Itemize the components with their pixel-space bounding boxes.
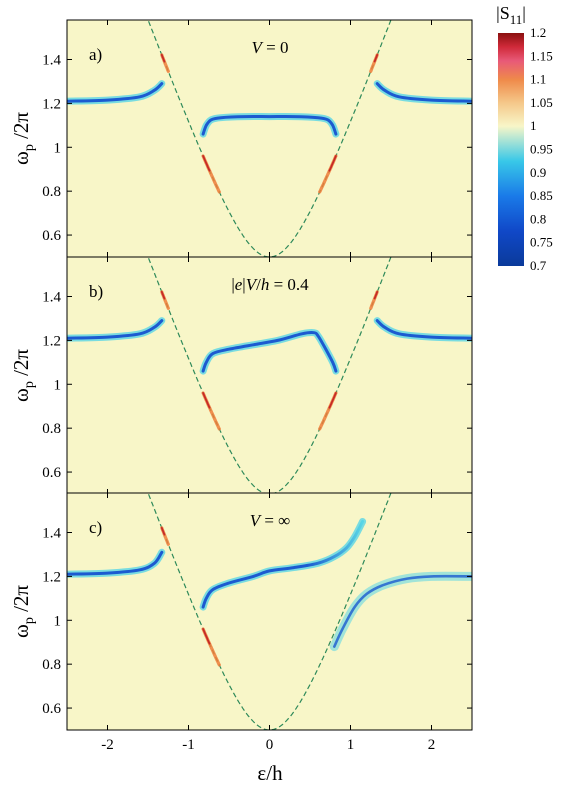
resonance-center bbox=[201, 115, 338, 136]
colorbar-tick-label: 0.7 bbox=[530, 258, 547, 273]
x-tick-label: -2 bbox=[101, 737, 114, 753]
panel-2: 1.4 1.2 1 0.8 0.6 ωp /2π c) V = ∞ -2 -1 0 1 2 ε/h bbox=[9, 492, 473, 785]
y-axis-label: ωp /2π bbox=[9, 585, 37, 638]
colorbar-tick-label: 0.75 bbox=[530, 235, 553, 250]
y-tick-label: 1.4 bbox=[42, 53, 61, 69]
hot-edge-left-outer-core bbox=[160, 291, 166, 300]
hot-edge-left-inner-core bbox=[202, 392, 211, 409]
panel-condition: V = ∞ bbox=[250, 511, 291, 530]
y-tick-label: 1 bbox=[54, 140, 62, 156]
panel-label: b) bbox=[89, 282, 103, 301]
hot-edge-left-outer-core bbox=[160, 527, 166, 536]
hot-edge-right-inner-core bbox=[328, 155, 337, 172]
colorbar-tick-label: 1 bbox=[530, 118, 537, 133]
plot-area bbox=[67, 257, 472, 494]
x-axis-label: ε/h bbox=[257, 761, 283, 785]
resonance-center bbox=[201, 331, 338, 373]
colorbar-gradient bbox=[498, 33, 524, 266]
colorbar-tick-label: 1.05 bbox=[530, 95, 553, 110]
panel-0: 1.4 1.2 1 0.8 0.6 ωp /2π a) V = 0 bbox=[9, 19, 473, 258]
colorbar-tick-label: 0.9 bbox=[530, 165, 546, 180]
y-tick-label: 1.4 bbox=[42, 526, 61, 542]
colorbar-tick-label: 0.85 bbox=[530, 188, 553, 203]
y-tick-label: 1.2 bbox=[42, 96, 61, 112]
y-tick-label: 0.8 bbox=[42, 421, 61, 437]
panel-condition: V = 0 bbox=[252, 38, 289, 57]
resonance-center bbox=[201, 520, 365, 609]
resonance-left bbox=[67, 319, 164, 340]
y-axis-label: ωp /2π bbox=[9, 112, 37, 165]
resonance-right bbox=[375, 319, 472, 340]
colorbar-tick-label: 1.2 bbox=[530, 25, 546, 40]
plot-background bbox=[67, 20, 472, 257]
plot-background bbox=[67, 493, 472, 730]
hot-edge-left-inner-core bbox=[202, 155, 211, 172]
plot-background bbox=[67, 257, 472, 494]
x-tick-label: 1 bbox=[347, 737, 355, 753]
panel-label: a) bbox=[89, 45, 102, 64]
resonance-right bbox=[333, 574, 472, 648]
y-tick-label: 0.8 bbox=[42, 184, 61, 200]
hot-edge-right-outer-core bbox=[373, 54, 379, 63]
hot-edge-right-inner-core bbox=[328, 392, 337, 409]
hot-edge-left-outer-core bbox=[160, 54, 166, 63]
resonance-right bbox=[375, 82, 472, 103]
colorbar-tick-label: 1.15 bbox=[530, 48, 553, 63]
colorbar-tick-label: 0.8 bbox=[530, 211, 546, 226]
hot-edge-right-outer-core bbox=[373, 291, 379, 300]
y-tick-label: 0.6 bbox=[42, 701, 61, 717]
y-tick-label: 1 bbox=[54, 613, 62, 629]
x-tick-label: 0 bbox=[266, 737, 274, 753]
colorbar-tick-label: 0.95 bbox=[530, 142, 553, 157]
resonance-left bbox=[67, 550, 164, 576]
plot-area bbox=[67, 20, 472, 257]
y-tick-label: 1.2 bbox=[42, 333, 61, 349]
colorbar: |S11| 1.2 1.15 1.1 1.05 1 0.95 0.9 0.85 0.8 0.75 0.… bbox=[496, 3, 553, 273]
colorbar-tick-label: 1.1 bbox=[530, 72, 546, 87]
panel-condition: |e|V/h = 0.4 bbox=[231, 275, 309, 294]
colorbar-title: |S11| bbox=[496, 3, 526, 27]
x-tick-label: -1 bbox=[182, 737, 195, 753]
resonance-left bbox=[67, 82, 164, 103]
panel-1: 1.4 1.2 1 0.8 0.6 ωp /2π b) |e|V/h = 0.4 bbox=[9, 256, 473, 495]
y-tick-label: 0.6 bbox=[42, 228, 61, 244]
y-tick-label: 1.2 bbox=[42, 569, 61, 585]
panels: 1.4 1.2 1 0.8 0.6 ωp /2π a) V = 0 1.4 1.2 1 0.8 0.6 ω… bbox=[9, 19, 473, 785]
hot-edge-left-inner-core bbox=[202, 628, 211, 645]
y-axis-label: ωp /2π bbox=[9, 349, 37, 402]
y-tick-label: 1.4 bbox=[42, 290, 61, 306]
y-tick-label: 1 bbox=[54, 377, 62, 393]
y-tick-label: 0.8 bbox=[42, 657, 61, 673]
x-tick-label: 2 bbox=[428, 737, 436, 753]
plot-area bbox=[67, 493, 472, 730]
panel-label: c) bbox=[89, 518, 102, 537]
y-tick-label: 0.6 bbox=[42, 465, 61, 481]
